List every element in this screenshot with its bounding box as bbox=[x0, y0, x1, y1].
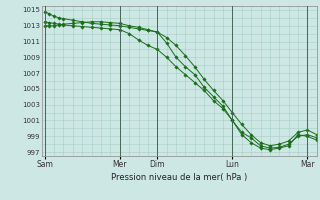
X-axis label: Pression niveau de la mer( hPa ): Pression niveau de la mer( hPa ) bbox=[111, 173, 247, 182]
